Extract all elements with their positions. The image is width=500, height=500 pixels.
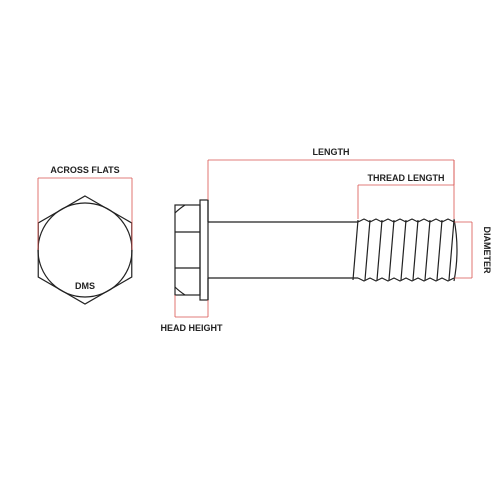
bolt-head-side <box>175 205 200 295</box>
label-head-height: HEAD HEIGHT <box>160 323 223 333</box>
label-diameter: DIAMETER <box>482 227 492 275</box>
label-across-flats: ACROSS FLATS <box>50 165 119 175</box>
thread-bottom <box>358 278 454 281</box>
bolt-diagram: ACROSS FLATS DMS LENGTH THREAD LENGTH HEAD H… <box>0 0 500 500</box>
label-length: LENGTH <box>313 147 350 157</box>
bolt-tip <box>454 219 457 281</box>
label-thread-length: THREAD LENGTH <box>368 173 445 183</box>
label-dms: DMS <box>75 281 95 291</box>
bolt-washer-face <box>200 200 208 300</box>
